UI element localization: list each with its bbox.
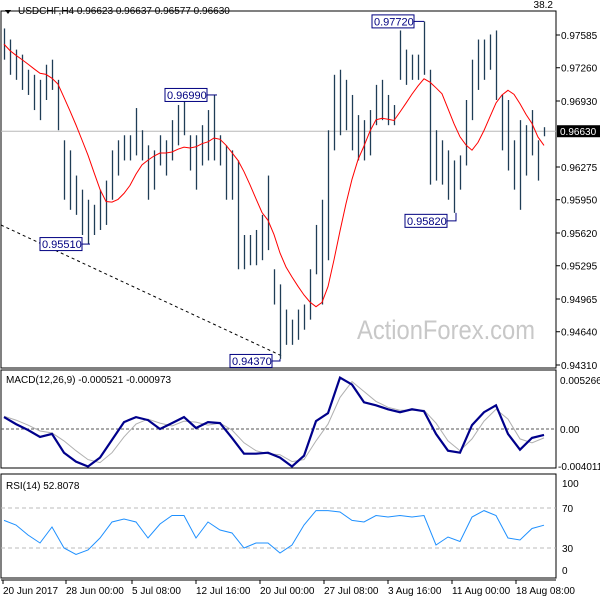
price-axis: 0.97585 0.97260 0.96930 0.96275 0.95950 0.956… <box>556 31 600 372</box>
macd-tick-zero: 0.00 <box>560 425 580 436</box>
price-tick-label: 0.96275 <box>561 163 598 174</box>
rsi-tick-100: 100 <box>562 479 579 490</box>
annotation-text: 0.95510 <box>42 239 82 251</box>
macd-tick-bottom: -0.004011 <box>558 462 600 473</box>
annotation-box <box>229 353 273 368</box>
price-annotation: 0.95510 <box>39 237 90 252</box>
trendline <box>0 224 283 357</box>
annotation-text: 0.96990 <box>167 90 207 102</box>
rsi-panel-frame <box>0 473 557 579</box>
chart-title: USDCHF,H4 0.96623 0.96637 0.96577 0.9663… <box>18 6 230 17</box>
date-tick-label: 27 Jul 08:00 <box>324 586 379 597</box>
annotation-text: 0.97720 <box>374 16 414 28</box>
price-tick-label: 0.95295 <box>561 262 598 273</box>
date-tick-label: 11 Aug 00:00 <box>452 586 511 597</box>
price-tick-label: 0.94310 <box>561 361 598 372</box>
rsi-tick-70: 70 <box>562 504 574 515</box>
date-tick-label: 20 Jun 2017 <box>3 586 58 597</box>
moving-average-line <box>3 43 545 308</box>
dropdown-triangle-icon[interactable] <box>5 10 11 14</box>
rsi-label: RSI(14) 52.8078 <box>6 481 80 492</box>
watermark: ActionForex.com <box>357 315 535 345</box>
price-tick-label: 0.97260 <box>561 64 598 75</box>
price-annotation: 0.96990 <box>164 87 217 102</box>
date-tick-label: 18 Aug 08:00 <box>516 586 575 597</box>
annotation-box <box>39 237 83 252</box>
date-tick-label: 12 Jul 16:00 <box>196 586 251 597</box>
macd-signal-line <box>3 380 545 464</box>
annotation-leader <box>272 358 281 362</box>
price-annotations: 0.95510 0.96990 0.94370 0.97720 0.95820 <box>39 14 457 368</box>
fib-label: 38.2 <box>534 0 554 11</box>
date-tick-label: 5 Jul 08:00 <box>132 586 181 597</box>
macd-line <box>3 375 545 468</box>
price-bars <box>3 21 546 359</box>
price-tick-label: 0.94640 <box>561 328 598 339</box>
annotation-text: 0.95820 <box>407 216 447 228</box>
annotation-box <box>371 14 415 29</box>
rsi-tick-0: 0 <box>562 566 568 577</box>
date-tick-label: 3 Aug 16:00 <box>388 586 442 597</box>
date-axis: 20 Jun 2017 28 Jun 00:00 5 Jul 08:00 12 Jul… <box>2 580 575 597</box>
current-price-label: 0.96630 <box>560 127 597 138</box>
macd-panel-frame <box>0 369 557 469</box>
annotation-leader <box>447 212 457 222</box>
main-panel-frame <box>0 10 557 369</box>
price-tick-label: 0.95950 <box>561 196 598 207</box>
date-tick-label: 20 Jul 00:00 <box>260 586 315 597</box>
annotation-box <box>164 87 208 102</box>
price-tick-label: 0.97585 <box>561 31 598 42</box>
price-annotation: 0.97720 <box>371 14 424 29</box>
macd-label: MACD(12,26,9) -0.000521 -0.000973 <box>6 375 172 386</box>
price-annotation: 0.95820 <box>404 212 457 228</box>
rsi-line <box>3 510 545 556</box>
current-price-marker <box>557 125 600 138</box>
price-annotation: 0.94370 <box>229 353 281 368</box>
rsi-tick-30: 30 <box>562 544 574 555</box>
price-tick-label: 0.95620 <box>561 229 598 240</box>
price-tick-label: 0.96930 <box>561 97 598 108</box>
date-tick-label: 28 Jun 00:00 <box>66 586 124 597</box>
macd-tick-top: 0.005266 <box>560 376 600 387</box>
price-tick-label: 0.94965 <box>561 295 598 306</box>
annotation-box <box>404 213 448 228</box>
annotation-text: 0.94370 <box>232 356 272 368</box>
